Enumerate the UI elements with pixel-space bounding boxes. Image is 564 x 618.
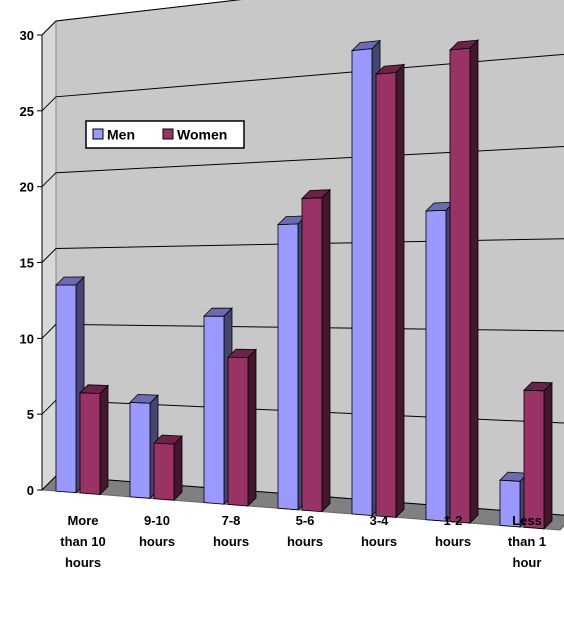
bar-women — [227, 348, 257, 507]
y-tick-label: 0 — [27, 483, 34, 498]
bar-women — [374, 63, 406, 519]
y-tick-label: 30 — [20, 28, 34, 43]
x-category-label: Less than 1 hour — [508, 513, 546, 570]
y-axis: 0 5 10 15 20 25 30 — [20, 28, 43, 498]
y-tick-label: 10 — [20, 331, 34, 346]
legend-label: Women — [177, 127, 227, 143]
bar-women — [300, 188, 332, 513]
y-tick-label: 5 — [27, 407, 34, 422]
bar-women — [79, 384, 109, 496]
legend-swatch — [92, 128, 104, 140]
x-category-label: 7-8 hours — [213, 513, 249, 549]
y-tick-label: 15 — [20, 256, 34, 271]
x-axis-labels: More than 10 hours 9-10 hours 7-8 hours 5-6 hour… — [60, 513, 546, 570]
x-category-label: 1-2 hours — [435, 513, 471, 549]
bar-women — [448, 39, 480, 525]
x-category-label: 3-4 hours — [361, 513, 397, 549]
legend: Men Women — [85, 120, 245, 149]
y-tick-label: 20 — [20, 180, 34, 195]
bars — [55, 39, 553, 530]
x-category-label: More than 10 hours — [60, 513, 106, 570]
bar-women — [153, 434, 183, 502]
legend-swatch — [162, 128, 174, 140]
legend-label: Men — [107, 127, 135, 143]
x-category-label: 5-6 hours — [287, 513, 323, 549]
y-tick-label: 25 — [20, 104, 34, 119]
x-category-label: 9-10 hours — [139, 513, 175, 549]
gridline — [41, 0, 242, 36]
bar-women — [523, 381, 553, 530]
